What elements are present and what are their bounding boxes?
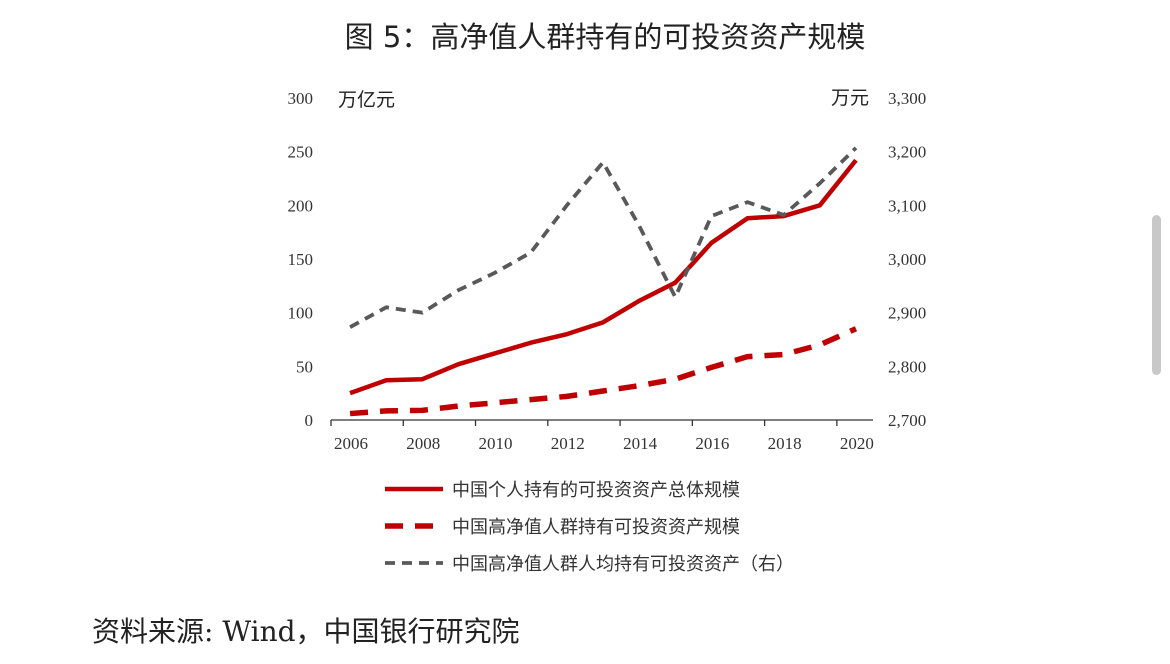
y-right-tick-label: 2,800 xyxy=(888,357,926,376)
series-line-3 xyxy=(349,146,858,329)
x-tick-label: 2016 xyxy=(695,434,729,453)
series-line-1 xyxy=(349,158,858,396)
x-tick-label: 2006 xyxy=(334,434,368,453)
y-right-tick-label: 3,000 xyxy=(888,250,926,269)
legend-label: 中国个人持有的可投资资产总体规模 xyxy=(452,480,740,500)
legend-label: 中国高净值人群人均持有可投资资产（右） xyxy=(452,554,794,574)
y-left-tick-label: 0 xyxy=(305,411,314,430)
y-right-unit: 万元 xyxy=(831,88,869,109)
series-line-2 xyxy=(349,326,858,417)
y-left-tick-label: 150 xyxy=(288,250,314,269)
source-note: 资料来源: Wind，中国银行研究院 xyxy=(92,615,520,648)
y-left-unit: 万亿元 xyxy=(338,89,395,111)
y-left-tick-label: 300 xyxy=(288,89,314,108)
y-left-tick-label: 250 xyxy=(288,143,314,162)
x-tick-label: 2010 xyxy=(479,434,513,453)
y-left-tick-label: 200 xyxy=(288,196,314,215)
y-right-tick-label: 3,200 xyxy=(888,143,926,162)
y-right-tick-label: 3,100 xyxy=(888,196,926,215)
x-tick-label: 2008 xyxy=(406,434,440,453)
y-right-tick-label: 3,300 xyxy=(888,89,926,108)
legend-label: 中国高净值人群持有可投资资产规模 xyxy=(452,517,740,537)
y-right-tick-label: 2,900 xyxy=(888,304,926,323)
y-right-tick-label: 2,700 xyxy=(888,411,926,430)
chart-title: 图 5：高净值人群持有的可投资资产规模 xyxy=(344,20,866,54)
line-chart: 2006 2008 2010 2012 2014 2016 2018 2020 0 50 100 15… xyxy=(288,88,927,574)
x-tick-label: 2018 xyxy=(768,434,802,453)
y-left-tick-label: 50 xyxy=(296,357,313,376)
x-tick-label: 2020 xyxy=(840,434,874,453)
scrollbar[interactable] xyxy=(1152,215,1161,375)
y-left-tick-label: 100 xyxy=(288,304,314,323)
x-tick-label: 2012 xyxy=(551,434,585,453)
x-tick-label: 2014 xyxy=(623,434,658,453)
